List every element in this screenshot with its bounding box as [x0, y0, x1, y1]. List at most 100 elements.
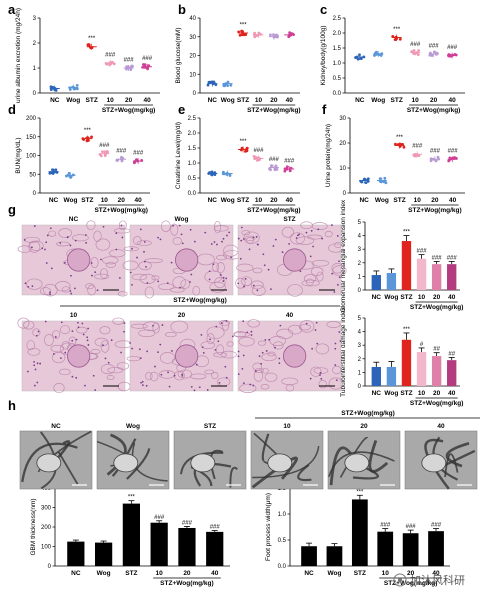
histology-image-top-0-tubule — [56, 241, 70, 247]
histology-image-top-0-tubule — [26, 278, 43, 290]
x-tick-label-g1: NC — [372, 294, 382, 301]
panel-letter-h: h — [8, 398, 16, 413]
em-capillary — [113, 453, 139, 473]
bar-h2 — [351, 499, 368, 566]
histology-image-bottom-1-nucleus — [231, 335, 234, 338]
watermark-icon — [393, 573, 407, 587]
histology-image-bottom-2-nucleus — [254, 370, 257, 373]
histology-image-top-0-tubule — [61, 286, 71, 293]
histology-image-bottom-1-nucleus — [139, 357, 142, 360]
histology-image-top-2-glomerulus — [283, 248, 307, 272]
histology-image-bottom-1-nucleus — [217, 340, 220, 343]
histology-image-top-0-nucleus — [49, 291, 51, 294]
histology-image-top-2-nucleus — [338, 276, 341, 279]
histology-image-top-0-nucleus — [49, 227, 52, 230]
histology-image-top-1-nucleus — [178, 224, 181, 227]
x-tick-label-a: 20 — [125, 97, 133, 104]
bar-h1 — [95, 542, 113, 566]
data-point-b — [212, 80, 216, 84]
histology-image-bottom-2-tubule — [257, 340, 267, 346]
x-tick-label-f: Wog — [375, 197, 389, 204]
histology-image-top-1-glomerulus — [175, 248, 199, 272]
histology-image-top-0-nucleus — [30, 246, 33, 249]
em-membrane — [352, 465, 379, 480]
histology-image-top-2-nucleus — [295, 237, 298, 239]
histology-image-bottom-2-nucleus — [334, 347, 337, 350]
histology-image-bottom-1-tubule — [165, 331, 177, 338]
significance-label-c: ### — [447, 45, 458, 51]
bar-g1 — [401, 241, 412, 290]
histology-image-top-2-nucleus — [298, 233, 301, 236]
histology-image-top-2-nucleus — [274, 238, 277, 241]
data-point-b — [238, 33, 242, 37]
histology-image-bottom-0-tubule — [44, 334, 54, 346]
histology-image-top-2-nucleus — [239, 257, 242, 260]
panel-letter-b: b — [178, 2, 186, 17]
histology-header: STZ+Wog(mg/kg) — [173, 297, 227, 304]
x-tick-label-f: 20 — [431, 197, 439, 204]
histology-image-top-1-tubule — [192, 285, 201, 296]
y-tick-label-g1: 0 — [358, 288, 362, 294]
histology-image-top-0-tubule — [108, 249, 126, 258]
data-point-d — [54, 168, 58, 172]
data-point-d — [101, 150, 104, 154]
histology-image-bottom-1-nucleus — [206, 389, 209, 391]
y-axis-label-e: Creatinine Level(mg/dl) — [175, 122, 182, 189]
x-tick-label-g1: 10 — [418, 294, 426, 301]
histology-image-top-0-nucleus — [121, 236, 124, 239]
treatment-label-h2: STZ+Wog(mg/kg) — [384, 580, 438, 587]
histology-image-bottom-0-nucleus — [75, 376, 78, 379]
histology-image-bottom-0 — [17, 317, 133, 394]
significance-label-d: ### — [116, 149, 127, 155]
em-membrane — [229, 466, 238, 488]
histology-image-top-0-nucleus — [69, 244, 72, 247]
y-tick-label-g2: 2 — [358, 357, 362, 363]
y-tick-label-b: 40 — [189, 16, 196, 22]
histology-image-top-1-nucleus — [159, 238, 162, 241]
histology-image-top-2-nucleus — [237, 237, 240, 240]
histology-image-top-2-nucleus — [248, 248, 251, 251]
x-tick-label-d: 10 — [101, 197, 109, 204]
significance-label-f: ### — [430, 149, 441, 155]
histology-image-bottom-2-nucleus — [241, 367, 244, 370]
histology-image-bottom-0-nucleus — [71, 339, 74, 342]
histology-image-top-1-nucleus — [193, 240, 196, 243]
histology-image-bottom-0-nucleus — [77, 326, 80, 329]
histology-image-bottom-2-nucleus — [316, 342, 319, 345]
x-tick-label-d: NC — [49, 197, 59, 204]
em-image-3 — [250, 430, 324, 490]
em-label: 40 — [437, 423, 445, 430]
histology-image-top-0-nucleus — [59, 242, 62, 244]
em-membrane — [131, 442, 168, 482]
histology-image-bottom-2-nucleus — [279, 324, 282, 327]
histology-image-bottom-0-nucleus — [64, 351, 67, 354]
bar-h2 — [377, 531, 394, 566]
em-membrane — [57, 451, 79, 485]
em-membrane — [329, 446, 352, 486]
histology-image-top-0-nucleus — [24, 282, 27, 285]
histology-image-bottom-0-tubule — [17, 317, 30, 329]
em-membrane — [252, 445, 320, 479]
data-point-f — [360, 180, 364, 184]
significance-label-g2: ## — [448, 351, 455, 357]
histology-image-top-1-nucleus — [204, 231, 207, 234]
histology-image-top-0-nucleus — [70, 274, 72, 277]
histology-image-top-2-nucleus — [243, 285, 245, 288]
histology-image-bottom-0-nucleus — [84, 384, 86, 387]
treatment-label-g2: STZ+Wog(mg/kg) — [410, 400, 464, 407]
x-tick-label-e: 40 — [286, 197, 294, 204]
significance-label-c: ### — [429, 43, 440, 49]
x-tick-label-h1: 40 — [211, 570, 219, 577]
histology-image-bottom-0-nucleus — [60, 321, 63, 324]
x-tick-label-e: 20 — [270, 197, 278, 204]
histology-image-bottom-2-nucleus — [319, 371, 322, 374]
histology-image-top-1-nucleus — [143, 260, 146, 263]
histology-image-bottom-0-nucleus — [35, 334, 38, 337]
histology-image-bottom-2-tubule — [332, 365, 342, 375]
histology-image-top-0-tubule — [58, 228, 72, 238]
histology-image-top-1-nucleus — [210, 243, 213, 245]
histology-label-bottom: 10 — [70, 312, 78, 319]
y-axis-label-d: BUN(mg/dL) — [15, 137, 22, 173]
histology-image-bottom-1-nucleus — [146, 350, 149, 353]
x-tick-label-g2: Wog — [384, 390, 398, 397]
